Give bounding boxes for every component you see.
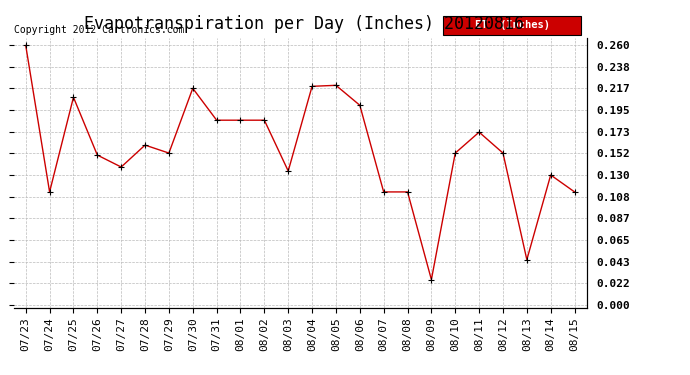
Text: Copyright 2012 Cartronics.com: Copyright 2012 Cartronics.com: [14, 25, 184, 35]
Text: ET  (Inches): ET (Inches): [475, 20, 549, 30]
Text: Evapotranspiration per Day (Inches) 20120816: Evapotranspiration per Day (Inches) 2012…: [83, 15, 524, 33]
FancyBboxPatch shape: [444, 16, 581, 35]
